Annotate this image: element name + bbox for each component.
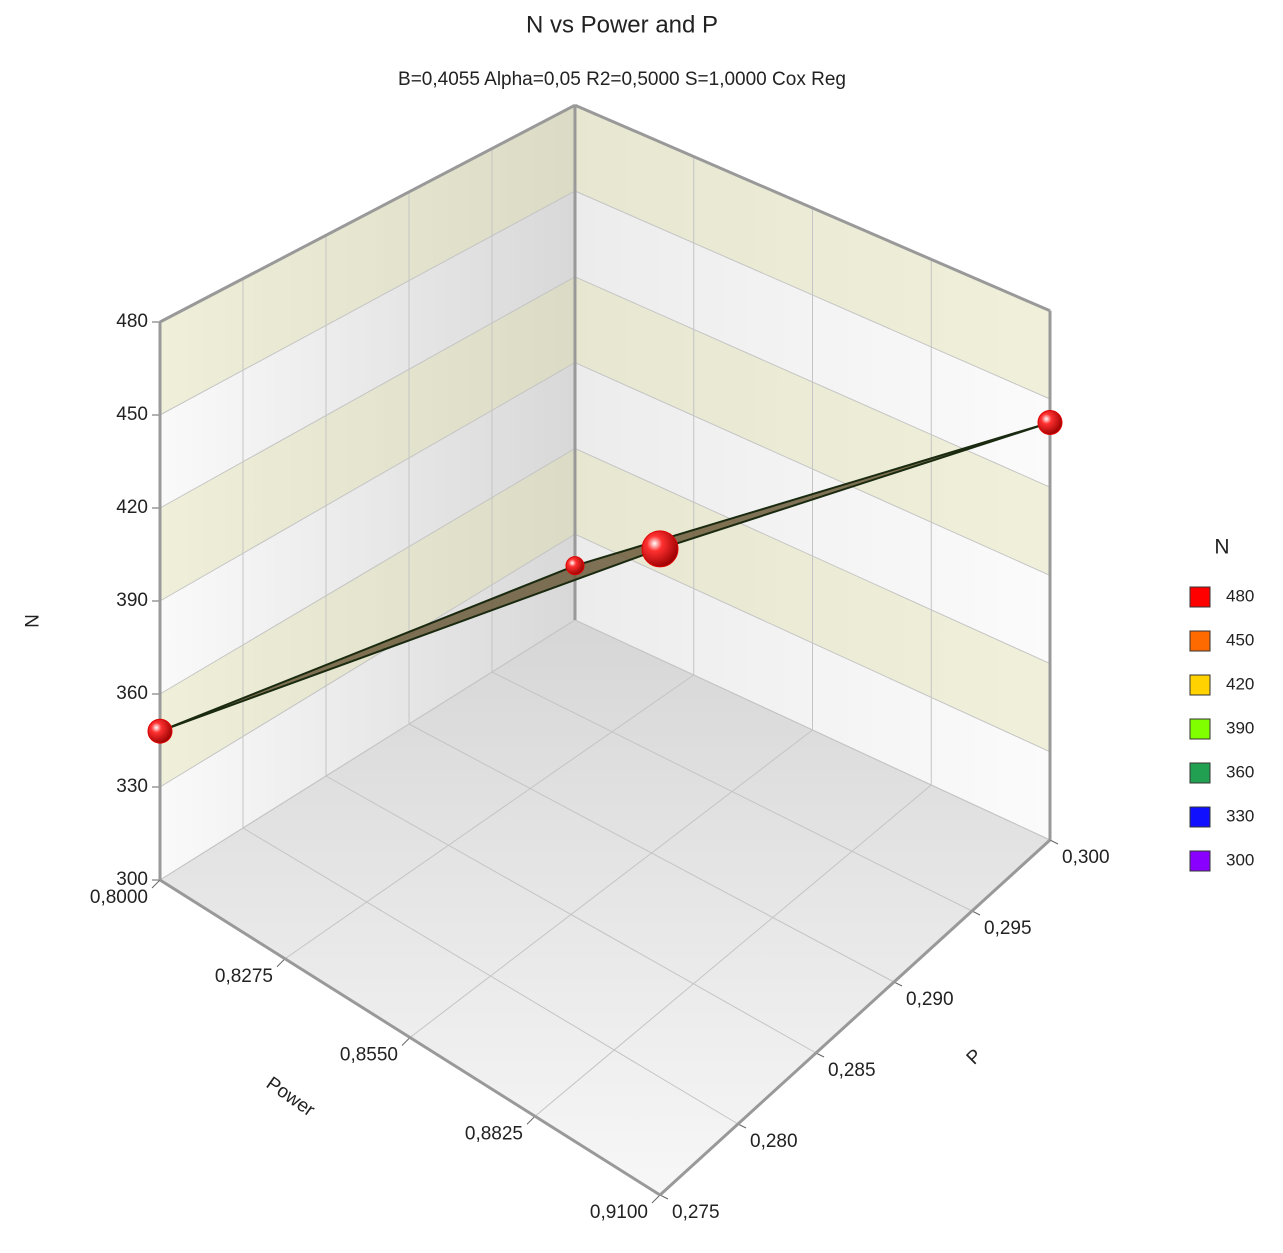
z-tick-label: 450: [116, 404, 148, 425]
y-tick-label: 0,275: [672, 1202, 720, 1223]
y-tick-label: 0,280: [750, 1131, 798, 1152]
marker: [641, 530, 679, 568]
z-tick-label: 300: [116, 869, 148, 890]
y-tick-label: 0,300: [1062, 847, 1110, 868]
grid-line: [491, 671, 973, 912]
z-tick-label: 330: [116, 776, 148, 797]
legend-swatch: [1189, 718, 1211, 740]
y-axis-title: P: [963, 1045, 987, 1069]
grid-line: [242, 827, 739, 1125]
legend-label: 450: [1226, 630, 1254, 649]
legend-swatch: [1189, 850, 1211, 872]
grid-line: [534, 784, 932, 1117]
legend-label: 420: [1226, 674, 1254, 693]
x-tick-label: 0,8825: [465, 1123, 523, 1144]
legend-label: 390: [1226, 718, 1254, 737]
axis-line: [159, 878, 661, 1197]
x-tick: [401, 1037, 411, 1046]
x-tick-label: 0,8275: [215, 966, 273, 987]
y-tick-label: 0,295: [984, 918, 1032, 939]
legend-swatch: [1189, 674, 1211, 696]
legend-label: 360: [1226, 762, 1254, 781]
x-tick: [526, 1115, 536, 1125]
grid-line: [325, 775, 817, 1054]
marker: [1037, 410, 1063, 436]
grid-line: [408, 723, 895, 983]
legend-swatch: [1189, 762, 1211, 784]
wall-band: [160, 448, 575, 787]
grid-line: [159, 276, 576, 509]
x-tick-label: 0,9100: [590, 1202, 648, 1223]
legend-label: 330: [1226, 806, 1254, 825]
chart-title: N vs Power and P: [526, 11, 718, 38]
x-tick: [651, 1194, 661, 1204]
z-tick-label: 360: [116, 683, 148, 704]
wall-band: [160, 105, 575, 415]
z-axis-title: N: [20, 614, 41, 628]
axis-line: [658, 838, 1052, 1197]
x-tick-label: 0,8000: [90, 887, 148, 908]
floor: [160, 620, 1050, 1195]
y-tick-label: 0,285: [828, 1060, 876, 1081]
grid-line: [159, 533, 576, 788]
legend-title: N: [1214, 536, 1229, 559]
grid-line: [284, 674, 695, 960]
grid-line: [159, 447, 576, 695]
x-tick-label: 0,8550: [340, 1045, 398, 1066]
z-tick-label: 420: [116, 497, 148, 518]
legend-swatch: [1189, 586, 1211, 608]
legend-swatch: [1189, 806, 1211, 828]
y-tick: [1049, 839, 1059, 845]
axis-line: [159, 103, 576, 324]
grid-line: [574, 619, 1051, 841]
legend-label: 480: [1226, 586, 1254, 605]
axis-line: [574, 103, 1051, 313]
legend-label: 300: [1226, 850, 1254, 869]
y-tick-label: 0,290: [906, 989, 954, 1010]
x-axis-title: Power: [262, 1073, 319, 1121]
grid-line: [159, 362, 576, 602]
x-tick: [276, 958, 286, 968]
grid-line: [159, 190, 576, 416]
chart-subtitle: B=0,4055 Alpha=0,05 R2=0,5000 S=1,0000 C…: [398, 69, 846, 90]
grid-line: [409, 729, 813, 1038]
legend-swatch: [1189, 630, 1211, 652]
marker: [565, 556, 585, 576]
left-wall: [160, 105, 575, 880]
wall-band: [160, 276, 575, 601]
z-tick-label: 480: [116, 311, 148, 332]
z-tick-label: 390: [116, 590, 148, 611]
grid-line: [159, 619, 576, 881]
marker: [147, 718, 173, 744]
x-tick: [151, 879, 161, 889]
